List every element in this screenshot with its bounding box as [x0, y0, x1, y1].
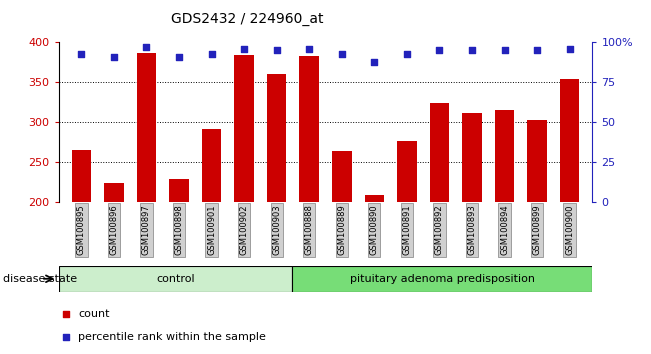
Text: percentile rank within the sample: percentile rank within the sample — [78, 332, 266, 342]
Bar — [72, 150, 91, 202]
Bar — [234, 55, 254, 202]
FancyBboxPatch shape — [59, 266, 292, 292]
Point — [239, 46, 249, 52]
Point — [499, 47, 510, 53]
Bar — [462, 113, 482, 202]
Bar — [104, 183, 124, 202]
Point — [564, 46, 575, 52]
Bar — [299, 56, 319, 202]
Bar — [495, 110, 514, 202]
Text: count: count — [78, 309, 110, 319]
Bar — [527, 120, 547, 202]
Text: control: control — [156, 274, 195, 284]
Text: disease state: disease state — [3, 274, 77, 284]
Bar — [202, 129, 221, 202]
Point — [206, 51, 217, 56]
FancyBboxPatch shape — [292, 266, 592, 292]
Point — [369, 59, 380, 64]
Bar — [365, 195, 384, 202]
Point — [434, 47, 445, 53]
Bar — [332, 151, 352, 202]
Text: GDS2432 / 224960_at: GDS2432 / 224960_at — [171, 12, 324, 27]
Point — [174, 54, 184, 59]
Point — [304, 46, 314, 52]
Point — [402, 51, 412, 56]
Point — [271, 47, 282, 53]
Point — [337, 51, 347, 56]
Point — [76, 51, 87, 56]
Text: pituitary adenoma predisposition: pituitary adenoma predisposition — [350, 274, 534, 284]
Point — [467, 47, 477, 53]
Bar — [137, 53, 156, 202]
Bar — [169, 179, 189, 202]
Bar — [560, 79, 579, 202]
Point — [532, 47, 542, 53]
Bar — [397, 141, 417, 202]
Point — [141, 45, 152, 50]
Bar — [430, 103, 449, 202]
Point — [109, 54, 119, 59]
Point — [61, 311, 71, 316]
Point — [61, 334, 71, 339]
Bar — [267, 74, 286, 202]
